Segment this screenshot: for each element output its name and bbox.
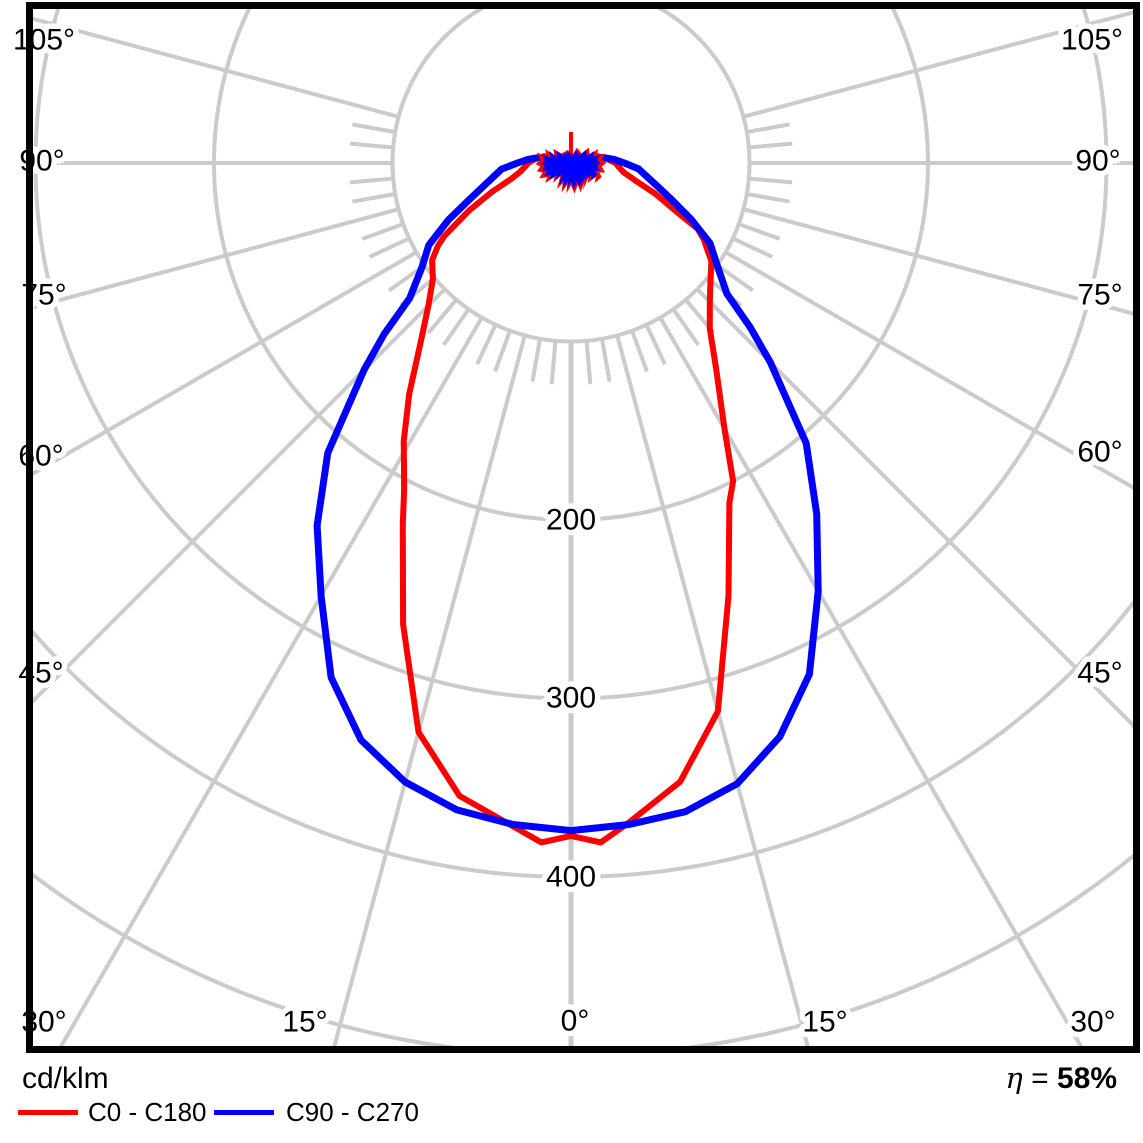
angle-tick-label: 90° (19, 145, 64, 178)
angle-tick-label: 30° (1070, 1006, 1115, 1039)
ring-value-label: 300 (546, 682, 596, 715)
plot-border (26, 2, 1140, 1053)
curve-c90-c270 (313, 153, 822, 835)
units-label: cd/klm (22, 1062, 109, 1095)
angle-tick-label: 15° (282, 1006, 327, 1039)
angle-tick-label: 0° (561, 1005, 590, 1038)
angle-tick-label: 90° (1075, 145, 1120, 178)
angle-tick-label: 60° (1077, 436, 1122, 469)
eta-value: 58% (1056, 1062, 1117, 1095)
center-blob-blue (541, 150, 601, 189)
angle-tick-label: 30° (21, 1006, 66, 1039)
center-red-spike (569, 132, 573, 163)
eta-symbol: η (1005, 1061, 1023, 1095)
legend-line-sample-c90 (214, 1110, 274, 1115)
legend-label-c0: C0 - C180 (88, 1097, 207, 1127)
angle-tick-label: 105° (13, 24, 75, 57)
eta-equals: = (1031, 1062, 1049, 1095)
angle-tick-label: 75° (1077, 279, 1122, 312)
angle-tick-label: 105° (1061, 24, 1123, 57)
ring-value-label: 400 (546, 861, 596, 894)
efficiency-label: η = 58% (1005, 1061, 1117, 1096)
legend-line-sample-c0 (18, 1110, 78, 1115)
angle-tick-label: 45° (18, 657, 63, 690)
curve-c0-c180 (399, 153, 737, 846)
angle-tick-label: 45° (1077, 657, 1122, 690)
legend-label-c90: C90 - C270 (286, 1097, 419, 1127)
angle-tick-label: 60° (18, 440, 63, 473)
angle-tick-label: 15° (802, 1006, 847, 1039)
ring-value-label: 200 (546, 504, 596, 537)
